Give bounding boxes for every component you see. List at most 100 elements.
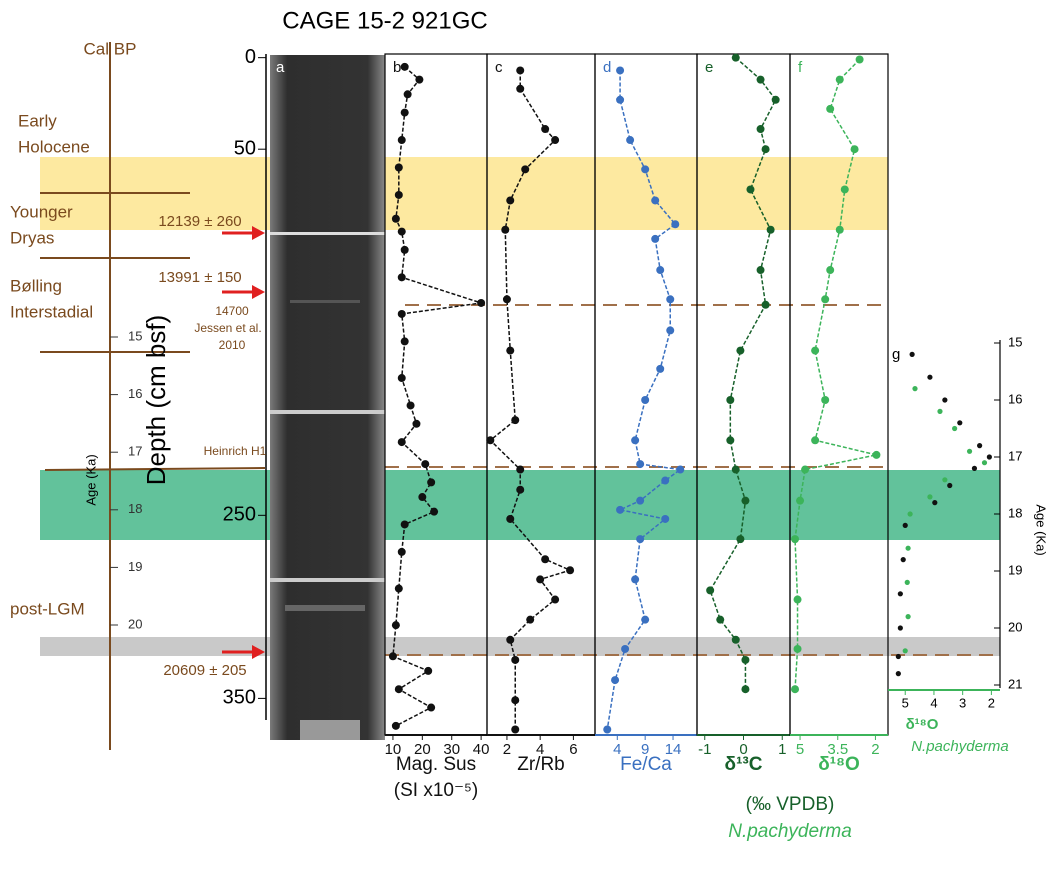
data-point [906,546,911,551]
data-point [511,726,519,734]
annotation: 14700 [215,304,249,318]
depth-tick-label: 0 [245,46,256,68]
data-point [957,420,962,425]
data-point [503,295,511,303]
x-tick-label: -1 [698,741,711,758]
data-point [741,685,749,693]
data-point [767,226,775,234]
data-point [726,436,734,444]
data-point [826,266,834,274]
x-tick-label: 1 [778,741,786,758]
data-point [666,295,674,303]
data-point [661,477,669,485]
period-label: Holocene [18,137,90,156]
data-point [937,409,942,414]
x-axis-label: δ¹⁸O [818,754,860,775]
data-point [762,301,770,309]
data-point [811,347,819,355]
data-point [942,397,947,402]
y-tick-label: 15 [1008,334,1022,349]
data-point [851,145,859,153]
data-point [395,585,403,593]
data-point [872,451,880,459]
data-point [516,466,524,474]
data-point [603,726,611,734]
data-point [651,235,659,243]
data-point [412,420,420,428]
data-point [641,396,649,404]
panel-frame [487,54,595,735]
age-axis-label: Age (Ka) [83,454,98,505]
data-point [826,105,834,113]
panel-frame [595,54,697,735]
data-point [516,66,524,74]
data-point [526,616,534,624]
data-point [908,511,913,516]
data-point [631,436,639,444]
data-point [706,586,714,594]
data-point [972,466,977,471]
panel-letter: d [603,59,611,76]
panel-letter: g [892,346,900,363]
data-point [794,645,802,653]
panel-letter: e [705,59,713,76]
data-point [389,652,397,660]
age-tick-label: 20 [128,616,142,631]
data-point [616,506,624,514]
data-point [821,396,829,404]
data-point [404,90,412,98]
data-point [631,575,639,583]
data-point [836,226,844,234]
data-point [903,648,908,653]
data-point [906,614,911,619]
data-point [651,196,659,204]
data-point [932,500,937,505]
data-point [395,191,403,199]
x-axis-label: N.pachyderma [911,738,1009,755]
units-label: (‰ VPDB) [746,794,835,815]
data-point [521,165,529,173]
profile-line [795,59,876,689]
data-point [511,696,519,704]
panel-letter: c [495,59,503,76]
data-point [398,374,406,382]
x-tick-label: 3 [959,695,966,710]
data-point [501,226,509,234]
data-point [398,310,406,318]
y-tick-label: 20 [1008,619,1022,634]
data-point [392,621,400,629]
annotation: 20609 ± 205 [163,662,246,679]
depth-tick-label: 350 [223,687,256,709]
data-point [821,295,829,303]
data-point [757,76,765,84]
data-point [977,443,982,448]
data-point [427,704,435,712]
period-label: Bølling [10,276,62,295]
data-point [732,636,740,644]
x-axis-label: δ¹⁸O [906,716,939,733]
data-point [418,493,426,501]
chart-title: CAGE 15-2 921GC [282,7,487,34]
data-point [801,466,809,474]
panel-letter: f [798,59,803,76]
data-point [506,515,514,523]
data-point [551,596,559,604]
depth-tick-label: 50 [234,137,256,159]
x-tick-label: 2 [503,741,511,758]
data-point [621,645,629,653]
y-tick-label: 17 [1008,448,1022,463]
data-point [398,548,406,556]
x-axis-label: (SI x10⁻⁵) [394,780,478,801]
data-point [551,136,559,144]
data-point [741,497,749,505]
data-point [841,185,849,193]
data-point [666,326,674,334]
data-point [910,352,915,357]
data-point [398,228,406,236]
annotation: Heinrich H1 [204,444,267,458]
data-point [905,580,910,585]
x-tick-label: 5 [902,695,909,710]
data-point [516,85,524,93]
x-axis-label: Fe/Ca [620,754,672,775]
data-point [796,497,804,505]
